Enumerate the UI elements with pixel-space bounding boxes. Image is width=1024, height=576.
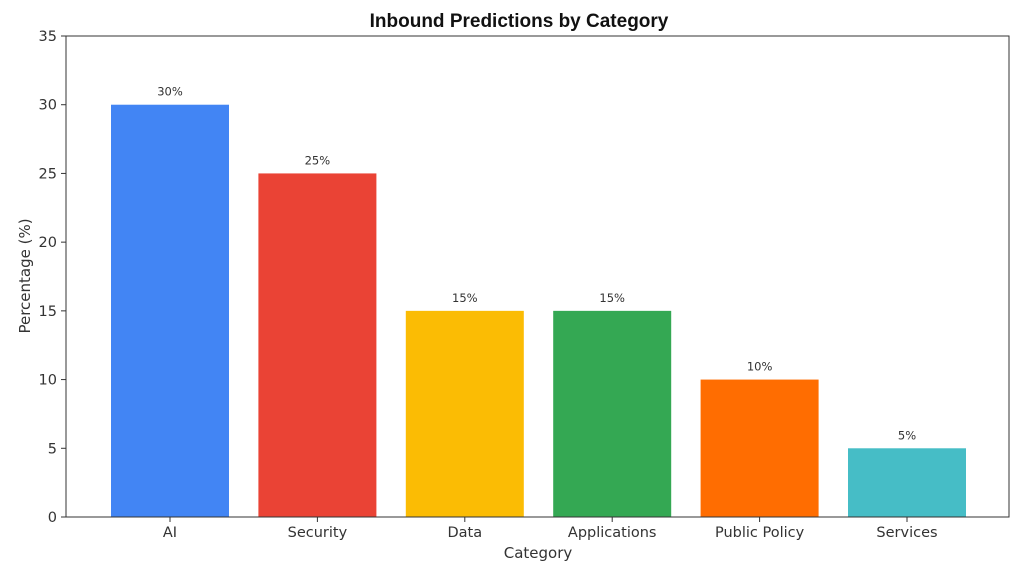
x-axis-label: Category <box>504 544 573 562</box>
bar-ai <box>111 104 229 517</box>
y-tick-label: 35 <box>39 29 57 45</box>
bar-security <box>258 173 377 517</box>
data-label: 5% <box>898 428 916 442</box>
y-tick-label: 15 <box>39 304 57 320</box>
y-axis-ticks: 0 5 10 15 20 25 30 35 <box>39 29 66 526</box>
bars <box>111 104 966 517</box>
x-tick-label: Security <box>288 525 348 541</box>
x-tick-label: AI <box>163 525 177 541</box>
data-label: 25% <box>305 153 331 167</box>
y-tick-label: 10 <box>39 373 57 389</box>
x-tick-label: Services <box>876 525 937 541</box>
y-tick-label: 0 <box>48 510 57 526</box>
data-label: 30% <box>157 85 183 99</box>
bar-data <box>405 310 524 517</box>
data-label: 15% <box>452 291 478 305</box>
bar-public-policy <box>700 379 819 517</box>
x-tick-label: Applications <box>568 525 657 541</box>
y-tick-label: 30 <box>39 98 57 114</box>
data-label: 15% <box>599 291 625 305</box>
plot-frame <box>65 35 1010 518</box>
y-tick-label: 25 <box>39 166 57 182</box>
x-tick-label: Public Policy <box>715 525 805 541</box>
data-label: 10% <box>747 360 773 374</box>
x-axis-ticks: AI Security Data Applications Public Policy S… <box>163 517 938 541</box>
y-tick-label: 5 <box>48 441 57 457</box>
bar-services <box>848 448 966 517</box>
bar-applications <box>553 310 672 517</box>
y-tick-label: 20 <box>39 235 57 251</box>
y-axis-label: Percentage (%) <box>16 218 34 333</box>
data-labels: 30% 25% 15% 15% 10% 5% <box>157 85 916 443</box>
x-tick-label: Data <box>447 525 482 541</box>
chart-title: Inbound Predictions by Category <box>370 11 669 32</box>
